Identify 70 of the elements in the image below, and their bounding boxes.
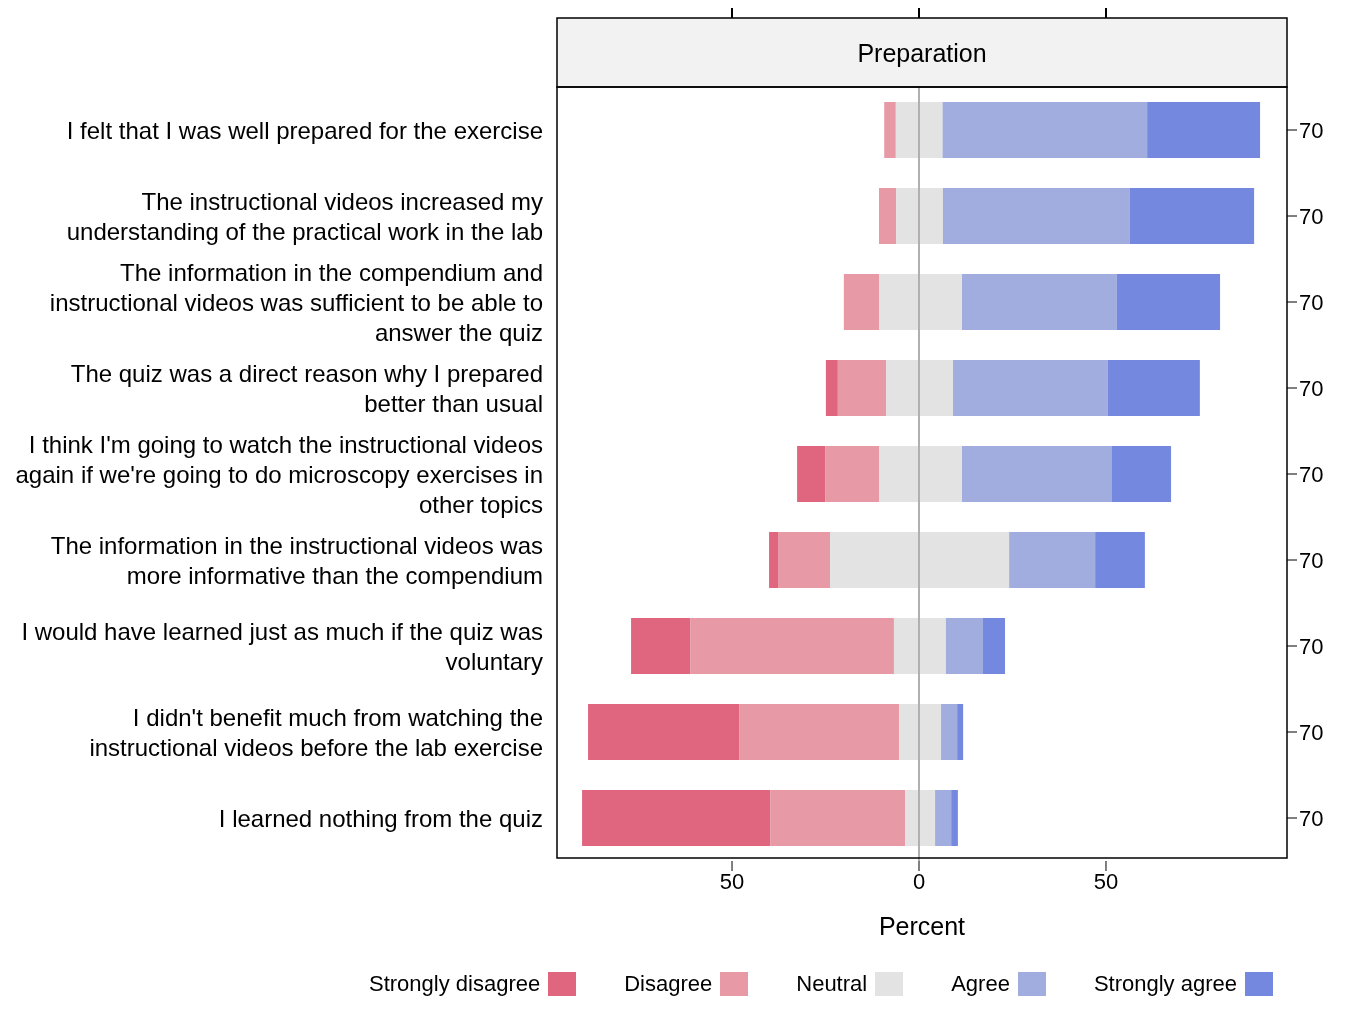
bar (825, 360, 838, 416)
x-tick-label: 50 (1093, 868, 1119, 894)
y2-tick-label: 70 (1299, 117, 1324, 143)
bar (1147, 102, 1261, 158)
bar (895, 102, 943, 158)
bar (878, 188, 897, 244)
bar (770, 790, 906, 846)
bar (942, 102, 1148, 158)
chart-title: Preparation (857, 38, 987, 67)
x-tick-label: 50 (719, 868, 745, 894)
legend-label: Strongly disagree (369, 971, 541, 997)
bar (797, 446, 826, 502)
y-tick-label: I would have learned just as much if the quiz was voluntary (21, 617, 543, 675)
bar (1107, 360, 1200, 416)
y2-tick-label: 70 (1299, 289, 1324, 315)
bar (886, 360, 954, 416)
y2-tick-label: 70 (1299, 805, 1324, 831)
bar (1009, 532, 1096, 588)
x-axis-title: Percent (878, 911, 966, 940)
legend-label: Neutral (796, 971, 868, 997)
x-tick-label: 0 (912, 868, 926, 894)
bar (884, 102, 896, 158)
bar (899, 704, 942, 760)
y2-tick-label: 70 (1299, 633, 1324, 659)
y-tick-label: I think I'm going to watch the instructional videos again if we're going to do microscopy exercises in other topics (15, 430, 543, 518)
bar (951, 790, 958, 846)
y2-tick-label: 70 (1299, 375, 1324, 401)
legend-label: Strongly agree (1093, 971, 1237, 997)
y-tick-label: I didn't benefit much from watching the instructional videos before the lab exercise (89, 703, 543, 761)
y2-tick-label: 70 (1299, 547, 1324, 573)
bar (878, 446, 963, 502)
legend-label: Agree (951, 971, 1010, 997)
y-tick-label: I felt that I was well prepared for the exercise (66, 116, 543, 144)
y-tick-label: The information in the compendium and instructional videos was sufficient to be able to answer the quiz (49, 258, 543, 346)
bar (935, 790, 952, 846)
bar (778, 532, 830, 588)
bar (739, 704, 900, 760)
bar (953, 360, 1108, 416)
y-tick-label: I learned nothing from the quiz (218, 804, 543, 832)
bar (1095, 532, 1145, 588)
bar (982, 618, 1006, 674)
bar (962, 274, 1117, 330)
bar (825, 446, 879, 502)
bar (582, 790, 771, 846)
legend-label: Disagree (624, 971, 713, 997)
bar (843, 274, 879, 330)
bar (837, 360, 887, 416)
bar (631, 618, 691, 674)
y-tick-label: The information in the instructional videos was more informative than the compendium (50, 531, 543, 589)
bar (769, 532, 779, 588)
y-tick-label: The instructional videos increased my understanding of the practical work in the lab (66, 187, 543, 245)
bar (896, 188, 943, 244)
y2-tick-label: 70 (1299, 203, 1324, 229)
bar (878, 274, 963, 330)
bar (1116, 274, 1221, 330)
bar (962, 446, 1112, 502)
bar (893, 618, 946, 674)
bar (1129, 188, 1255, 244)
bar (905, 790, 936, 846)
bar (957, 704, 964, 760)
bar (1111, 446, 1172, 502)
bar (945, 618, 983, 674)
bar (830, 532, 1010, 588)
bar (941, 704, 958, 760)
bar (942, 188, 1130, 244)
y-tick-label: The quiz was a direct reason why I prepared better than usual (70, 359, 543, 417)
bar (588, 704, 740, 760)
y2-tick-label: 70 (1299, 719, 1324, 745)
y2-tick-label: 70 (1299, 461, 1324, 487)
bar (690, 618, 894, 674)
